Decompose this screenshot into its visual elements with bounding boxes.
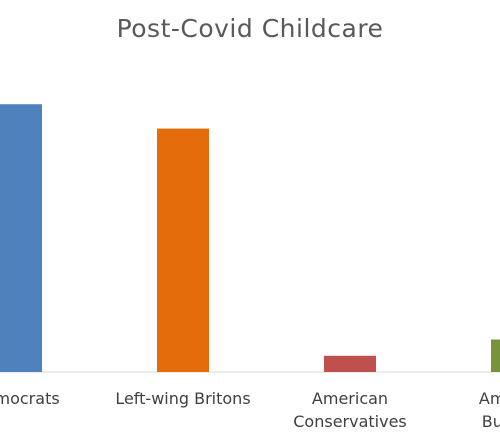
x-tick-label: American <box>312 389 388 408</box>
x-tick-label: Left-wing Britons <box>115 389 250 408</box>
x-tick-label: Democrats <box>0 389 60 408</box>
bar-democrats <box>0 104 42 372</box>
bar-american-conservatives <box>324 355 376 372</box>
bar-american-business <box>491 339 500 372</box>
x-tick-label: American <box>479 389 500 408</box>
x-tick-label: Business <box>482 412 500 431</box>
bar-left-wing-britons <box>157 128 209 372</box>
chart-title: Post-Covid Childcare <box>116 14 384 43</box>
x-tick-label: Conservatives <box>293 412 407 431</box>
